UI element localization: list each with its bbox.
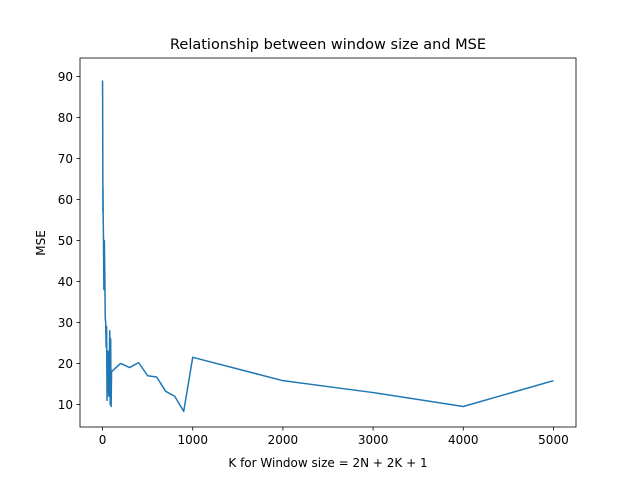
x-tick-label: 1000 bbox=[177, 433, 208, 447]
y-tick-label: 30 bbox=[58, 316, 73, 330]
x-tick-label: 0 bbox=[99, 433, 107, 447]
y-tick-label: 90 bbox=[58, 70, 73, 84]
x-tick-label: 3000 bbox=[358, 433, 389, 447]
ticks: 0 1000 2000 3000 4000 5000 10 20 30 40 50 60 70 80 90 bbox=[58, 70, 569, 447]
y-tick-label: 40 bbox=[58, 275, 73, 289]
x-tick-label: 5000 bbox=[538, 433, 569, 447]
series-line-0 bbox=[101, 80, 554, 413]
y-tick-label: 80 bbox=[58, 111, 73, 125]
x-axis-label: K for Window size = 2N + 2K + 1 bbox=[228, 456, 427, 470]
chart-title: Relationship between window size and MSE bbox=[170, 37, 486, 53]
x-tick-label: 2000 bbox=[268, 433, 299, 447]
y-tick-label: 10 bbox=[58, 398, 73, 412]
y-tick-label: 70 bbox=[58, 152, 73, 166]
y-tick-label: 20 bbox=[58, 357, 73, 371]
y-axis-label: MSE bbox=[34, 230, 48, 256]
plot-area bbox=[79, 57, 577, 428]
y-tick-label: 50 bbox=[58, 234, 73, 248]
x-tick-label: 4000 bbox=[448, 433, 479, 447]
axes-frame bbox=[79, 57, 577, 428]
y-tick-label: 60 bbox=[58, 193, 73, 207]
